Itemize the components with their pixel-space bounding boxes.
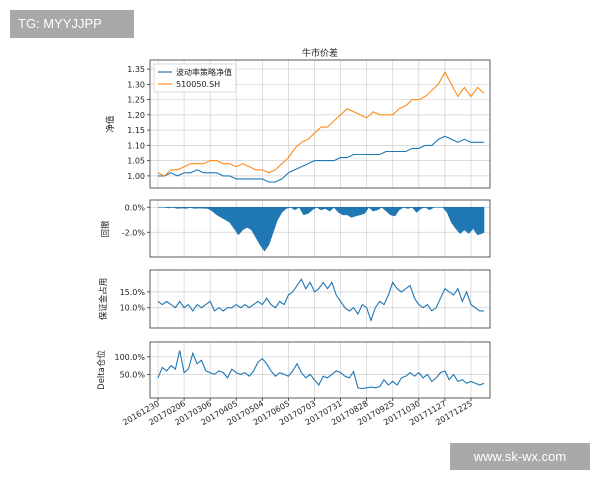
margin-panel-frame — [149, 269, 491, 329]
nav-ylabel: 净值 — [105, 115, 116, 133]
drawdown-ytick-label-1: -2.0% — [122, 228, 146, 237]
margin-series-line — [157, 278, 484, 323]
watermark-bottom: www.sk-wx.com — [450, 443, 590, 470]
margin-ytick-label-0: 15.0% — [120, 288, 146, 297]
chart-title: 牛市价差 — [302, 47, 338, 59]
legend-box — [153, 63, 237, 93]
margin-ytick-label-1: 10.0% — [120, 304, 146, 313]
legend: 波动率策略净值 510050.SH — [153, 63, 237, 93]
nav-series-strategy-line — [158, 135, 484, 183]
nav-ytick-label-7: 1.35 — [127, 65, 145, 74]
nav-panel: 净值 1.00 1.05 1.10 1.15 1.20 1.25 1.30 1.35 波动率策… — [105, 59, 491, 189]
x-axis: 2016123020170206201703062017040520170504… — [121, 398, 474, 427]
watermark-top: TG: MYYJJPP — [10, 10, 134, 38]
drawdown-ylabel: 回撤 — [100, 220, 111, 238]
delta-ytick-label-1: 50.0% — [120, 370, 146, 379]
nav-ytick-label-5: 1.25 — [127, 96, 145, 105]
delta-series-line — [157, 350, 485, 390]
delta-panel-frame — [149, 341, 491, 399]
drawdown-panel-frame — [149, 199, 491, 258]
delta-ylabel: Delta仓位 — [96, 350, 107, 390]
margin-panel: 保证金占用 15.0% 10.0% — [98, 269, 491, 329]
nav-ytick-label-2: 1.10 — [127, 141, 145, 150]
drawdown-ytick-label-0: 0.0% — [125, 203, 146, 212]
nav-panel-frame — [149, 59, 491, 189]
nav-ytick-label-0: 1.00 — [127, 172, 145, 181]
margin-ylabel: 保证金占用 — [98, 278, 109, 321]
nav-ytick-label-1: 1.05 — [127, 157, 145, 166]
drawdown-area — [158, 206, 485, 252]
nav-series-index-line — [157, 70, 485, 177]
legend-label-strategy: 波动率策略净值 — [176, 67, 232, 77]
delta-panel: Delta仓位 100.0% 50.0% — [96, 341, 491, 399]
nav-ytick-label-3: 1.15 — [127, 126, 145, 135]
drawdown-panel: 回撤 0.0% -2.0% — [100, 199, 491, 258]
nav-ytick-label-6: 1.30 — [127, 80, 145, 89]
nav-ytick-label-4: 1.20 — [127, 111, 145, 120]
legend-label-index: 510050.SH — [176, 80, 220, 89]
delta-ytick-label-0: 100.0% — [114, 353, 145, 362]
